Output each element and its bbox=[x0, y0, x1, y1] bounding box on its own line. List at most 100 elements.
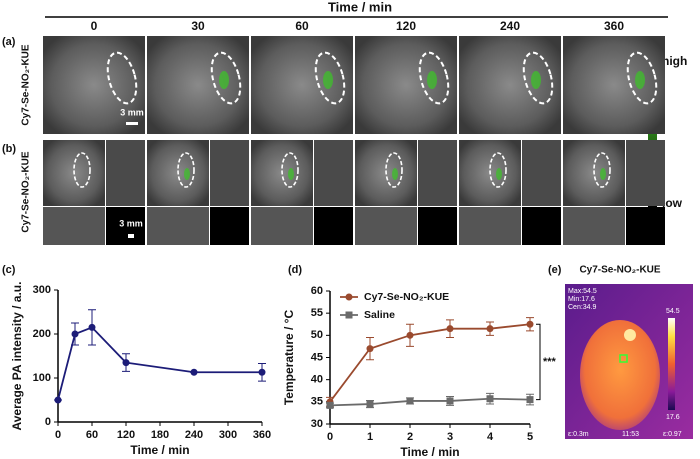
time-label: 30 bbox=[191, 19, 205, 33]
scale-bar bbox=[128, 234, 134, 238]
x-tick-label: 2 bbox=[407, 431, 413, 443]
line bbox=[329, 397, 531, 407]
pa-corner bbox=[418, 207, 457, 245]
thermal-scale bbox=[668, 318, 675, 410]
colorbar-low: low bbox=[662, 196, 683, 210]
point bbox=[326, 401, 334, 409]
x-tick-label: 360 bbox=[253, 429, 271, 441]
x-tick-label: 60 bbox=[86, 429, 98, 441]
thermal-footer: ε:0.97 bbox=[663, 431, 682, 438]
thermal-footer: 11:53 bbox=[622, 431, 639, 438]
pa-corner bbox=[522, 207, 561, 245]
roi bbox=[385, 152, 403, 188]
x-tick-label: 4 bbox=[487, 431, 494, 443]
time-label: 360 bbox=[604, 19, 624, 33]
point bbox=[486, 395, 494, 403]
time-header: Time / min bbox=[328, 0, 392, 14]
point bbox=[526, 320, 534, 328]
time-label: 240 bbox=[500, 19, 520, 33]
y-tick-label: 40 bbox=[311, 374, 323, 386]
signal bbox=[288, 168, 294, 180]
pa-bottom bbox=[147, 207, 209, 245]
thermal-readout: Min:17.6 bbox=[568, 296, 595, 303]
point bbox=[122, 359, 130, 367]
signal bbox=[219, 71, 229, 89]
point bbox=[190, 368, 198, 376]
roi bbox=[177, 152, 195, 188]
signal bbox=[323, 71, 333, 89]
pa-corner bbox=[314, 207, 353, 245]
pa-side bbox=[210, 140, 249, 206]
colorbar-high: high bbox=[662, 54, 687, 68]
pa-corner bbox=[210, 207, 249, 245]
roi bbox=[418, 51, 450, 105]
y-tick-label: 300 bbox=[33, 284, 51, 296]
row-label: Cy7-Se-NO₂-KUE bbox=[21, 44, 32, 125]
pa-side bbox=[522, 140, 561, 206]
pa-image bbox=[563, 36, 665, 134]
point bbox=[486, 325, 494, 333]
time-label: 60 bbox=[295, 19, 309, 33]
y-axis-label: Temperature / °C bbox=[282, 310, 296, 406]
pa-image bbox=[459, 36, 561, 134]
scale-label: 3 mm bbox=[120, 107, 144, 117]
point bbox=[366, 400, 374, 408]
x-tick-label: 0 bbox=[55, 429, 61, 441]
thermal-scale-max: 54.5 bbox=[666, 308, 680, 315]
annotation: *** bbox=[543, 356, 557, 368]
legend-label: Cy7-Se-NO₂-KUE bbox=[364, 291, 449, 303]
pa-corner bbox=[626, 207, 665, 245]
y-tick-label: 60 bbox=[311, 285, 323, 297]
y-tick-label: 55 bbox=[311, 307, 323, 319]
pa-side bbox=[314, 140, 353, 206]
point bbox=[71, 330, 79, 338]
thermal-peak bbox=[624, 329, 636, 341]
scale-label: 3 mm bbox=[119, 218, 143, 228]
panel-label: (c) bbox=[2, 264, 16, 276]
panel-label: (e) bbox=[548, 264, 562, 276]
roi bbox=[210, 51, 242, 105]
time-label: 120 bbox=[396, 19, 416, 33]
roi bbox=[314, 51, 346, 105]
roi bbox=[73, 152, 91, 188]
y-tick-label: 200 bbox=[33, 328, 51, 340]
panel-label: (a) bbox=[2, 36, 16, 48]
row-label: Cy7-Se-NO₂-KUE bbox=[21, 151, 32, 232]
point bbox=[446, 397, 454, 405]
point bbox=[446, 325, 454, 333]
thermal-scale-min: 17.6 bbox=[666, 414, 680, 421]
y-tick-label: 30 bbox=[311, 418, 323, 430]
thermal-readout: Max:54.5 bbox=[568, 288, 597, 295]
pa-image bbox=[355, 36, 457, 134]
point bbox=[54, 396, 62, 404]
thermal-footer: ε:0.3m bbox=[568, 431, 589, 438]
y-tick-label: 0 bbox=[45, 416, 51, 428]
y-tick-label: 50 bbox=[311, 329, 323, 341]
x-tick-label: 300 bbox=[219, 429, 237, 441]
thermal-marker bbox=[619, 354, 628, 363]
signal bbox=[427, 71, 437, 89]
y-tick-label: 100 bbox=[33, 372, 51, 384]
panel-label: (b) bbox=[2, 143, 16, 155]
roi bbox=[106, 51, 138, 105]
signal bbox=[635, 71, 645, 89]
point bbox=[345, 293, 353, 301]
point bbox=[366, 345, 374, 353]
pa-side bbox=[106, 140, 145, 206]
point bbox=[258, 368, 266, 376]
pa-image bbox=[43, 36, 145, 134]
pa-side bbox=[418, 140, 457, 206]
roi bbox=[281, 152, 299, 188]
pa-bottom bbox=[563, 207, 625, 245]
x-tick-label: 5 bbox=[527, 431, 533, 443]
point bbox=[345, 311, 353, 319]
pa-bottom bbox=[251, 207, 313, 245]
signal bbox=[496, 168, 502, 180]
x-tick-label: 180 bbox=[151, 429, 169, 441]
pa-bottom bbox=[459, 207, 521, 245]
roi bbox=[593, 152, 611, 188]
signal bbox=[392, 168, 398, 180]
scale-bar bbox=[126, 122, 138, 125]
roi bbox=[489, 152, 507, 188]
